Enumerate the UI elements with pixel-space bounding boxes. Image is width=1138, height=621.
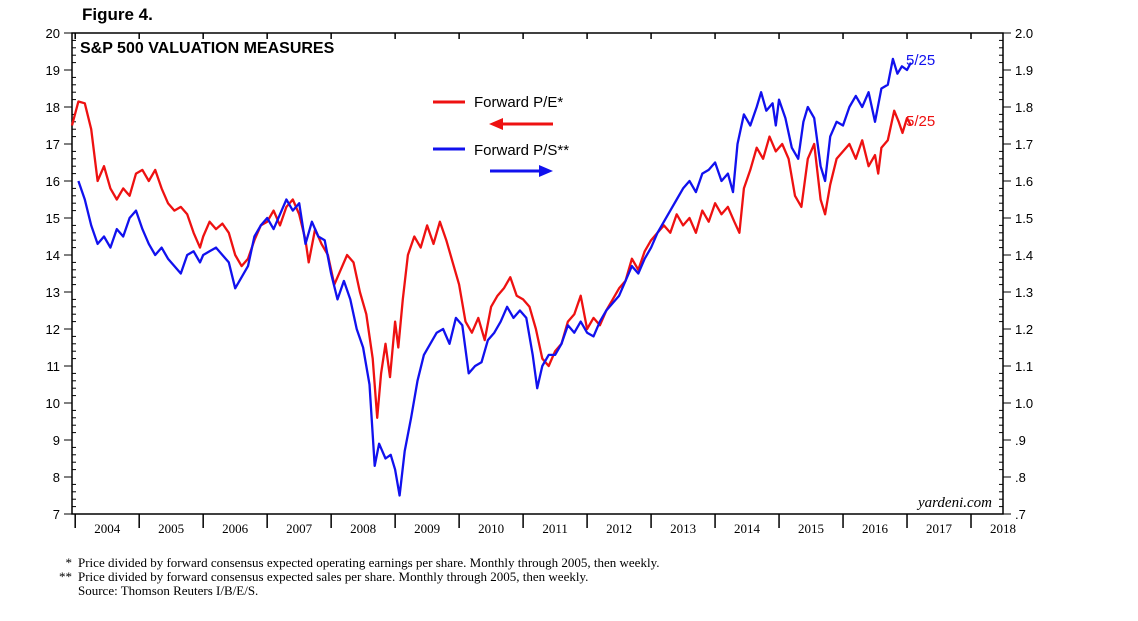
footnote-text: Price divided by forward consensus expec…	[78, 569, 589, 584]
footnote-mark: *	[65, 555, 73, 570]
legend-pe-arrow-left-icon	[489, 118, 553, 130]
left-tick-label: 17	[46, 137, 60, 152]
footnote-source: Source: Thomson Reuters I/B/E/S.	[40, 584, 659, 598]
left-tick-label: 11	[47, 359, 61, 374]
right-tick-label: 1.4	[1015, 248, 1033, 263]
year-label: 2017	[926, 521, 953, 536]
right-tick-label: 1.1	[1015, 359, 1033, 374]
left-tick-label: 18	[46, 100, 60, 115]
watermark: yardeni.com	[916, 495, 992, 511]
series-layer	[70, 57, 912, 497]
left-tick-label: 7	[53, 507, 60, 522]
left-tick-label: 14	[46, 248, 60, 263]
plot-frame	[71, 32, 1004, 515]
year-label: 2009	[414, 521, 440, 536]
year-label: 2010	[478, 521, 504, 536]
left-tick-label: 15	[46, 211, 60, 226]
right-tick-label: 1.5	[1015, 211, 1033, 226]
footnote-pe: * Price divided by forward consensus exp…	[40, 555, 660, 570]
valuation-chart: 7 8 9 10 11 12 13 14 15 16 17 18 19 20 .7 .8 .9 1.0 1.1 1.…	[46, 26, 1034, 536]
year-label: 2012	[606, 521, 632, 536]
right-tick-label: 1.6	[1015, 174, 1033, 189]
right-tick-label: 2.0	[1015, 26, 1033, 41]
figure-label: Figure 4.	[82, 5, 153, 24]
footnotes: * Price divided by forward consensus exp…	[40, 556, 659, 598]
right-tick-label: 1.7	[1015, 137, 1033, 152]
year-label: 2007	[286, 521, 313, 536]
left-axis: 7 8 9 10 11 12 13 14 15 16 17 18 19 20	[46, 26, 76, 522]
footnote-ps: ** Price divided by forward consensus ex…	[40, 570, 659, 584]
year-label: 2018	[990, 521, 1016, 536]
footnote-mark	[40, 584, 78, 598]
series-line-forward-ps	[77, 57, 912, 497]
year-label: 2005	[158, 521, 184, 536]
year-label: 2008	[350, 521, 376, 536]
right-tick-label: 1.8	[1015, 100, 1033, 115]
right-tick-label: .8	[1015, 470, 1026, 485]
year-label: 2013	[670, 521, 696, 536]
legend-pe-label: Forward P/E*	[474, 94, 563, 111]
year-label: 2011	[542, 521, 568, 536]
left-tick-label: 8	[53, 470, 60, 485]
footnote-text: Price divided by forward consensus expec…	[78, 555, 660, 570]
left-tick-label: 19	[46, 63, 60, 78]
series-line-forward-pe	[70, 100, 912, 419]
left-tick-label: 16	[46, 174, 60, 189]
right-tick-label: .9	[1015, 433, 1026, 448]
pe-end-label: 5/25	[906, 113, 935, 130]
year-label: 2016	[862, 521, 889, 536]
chart-title: S&P 500 VALUATION MEASURES	[80, 40, 335, 57]
legend-ps-label: Forward P/S**	[474, 142, 569, 159]
left-tick-label: 12	[46, 322, 60, 337]
x-axis: 2004 2005 2006 2007 2008 2009 2010 2011 2012 2013…	[74, 33, 1016, 536]
year-label: 2015	[798, 521, 824, 536]
footnote-mark: **	[59, 569, 72, 584]
right-tick-label: 1.2	[1015, 322, 1033, 337]
ps-end-label: 5/25	[906, 52, 935, 69]
left-tick-label: 13	[46, 285, 60, 300]
year-label: 2014	[734, 521, 761, 536]
right-tick-label: 1.9	[1015, 63, 1033, 78]
legend-ps-arrow-right-icon	[490, 165, 553, 177]
footnote-text: Source: Thomson Reuters I/B/E/S.	[78, 583, 259, 598]
year-label: 2006	[222, 521, 249, 536]
left-tick-label: 20	[46, 26, 60, 41]
right-axis: .7 .8 .9 1.0 1.1 1.2 1.3 1.4 1.5 1.6 1.7 1.8 1.9 2.0	[999, 26, 1033, 522]
right-tick-label: .7	[1015, 507, 1026, 522]
left-tick-label: 10	[46, 396, 60, 411]
year-label: 2004	[94, 521, 121, 536]
right-tick-label: 1.3	[1015, 285, 1033, 300]
left-tick-label: 9	[53, 433, 60, 448]
right-tick-label: 1.0	[1015, 396, 1033, 411]
